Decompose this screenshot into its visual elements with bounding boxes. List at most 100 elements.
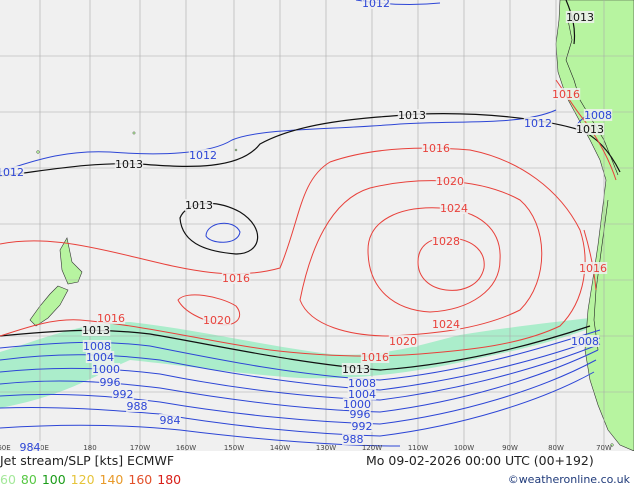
isobar-value: 996	[100, 376, 121, 389]
isobar-value: 984	[160, 414, 181, 427]
isobar-value: 988	[343, 433, 364, 446]
forecast-datetime: Mo 09-02-2026 00:00 UTC (00+192)	[366, 453, 594, 468]
isobar-label: 996	[349, 408, 371, 421]
isobar-label: 988	[342, 433, 364, 446]
isobar-label: 1008	[347, 377, 377, 390]
isobar-label: 1000	[342, 398, 372, 411]
isobar-label: 1012	[523, 117, 553, 130]
isobar-value: 1000	[92, 363, 120, 376]
isobar-value: 1016	[552, 88, 580, 101]
isobar-value: 1012	[524, 117, 552, 130]
isobar-value: 992	[113, 388, 134, 401]
island-cook	[234, 148, 238, 152]
isobar-value: 1020	[436, 175, 464, 188]
isobar-label: 1020	[435, 175, 465, 188]
isobar-value: 1004	[348, 388, 376, 401]
legend-item: 120	[70, 472, 95, 487]
isobar-value: 1013	[398, 109, 426, 122]
jet-stream-band	[0, 318, 596, 408]
isobar-label: 992	[112, 388, 134, 401]
isobar-label: 1016	[96, 312, 126, 325]
isobar-label: 984	[19, 441, 41, 451]
isobar-value: 1016	[579, 262, 607, 275]
credit-link[interactable]: ©weatheronline.co.uk	[507, 473, 630, 486]
isobar-label: 1016	[578, 262, 608, 275]
isobar-value: 1020	[203, 314, 231, 327]
isobar-label: 996	[99, 376, 121, 389]
isobar-label: 1000	[91, 363, 121, 376]
isobar-value: 1008	[348, 377, 376, 390]
isobar-value: 1008	[83, 340, 111, 353]
isobar-value: 984	[20, 441, 41, 451]
longitude-label: 110W	[408, 444, 428, 451]
legend-item: 180	[157, 472, 182, 487]
legend-item: 160	[128, 472, 153, 487]
isobar-label: 1013	[184, 199, 214, 212]
isobar-label: 1004	[347, 388, 377, 401]
isobar-label: 984	[159, 414, 181, 427]
isobar-label: 1012	[361, 0, 391, 10]
legend-item: 140	[99, 472, 124, 487]
isobar-label: 1024	[439, 202, 469, 215]
isobar-label: 1028	[431, 235, 461, 248]
land-south-america	[555, 0, 634, 451]
isobar-label: 1012	[0, 166, 25, 179]
isobar-label: 1004	[85, 351, 115, 364]
coastline-detail-south	[593, 199, 609, 351]
isobar-label: 1013	[575, 123, 605, 136]
isobar-label: 1013	[114, 158, 144, 171]
island-falklands	[610, 443, 614, 447]
isobar-value: 1013	[566, 11, 594, 24]
isobar-label: 1008	[583, 109, 613, 122]
longitude-label: 100W	[454, 444, 474, 451]
isobar-label: 1013	[81, 324, 111, 337]
jet-speed-legend: 60 80 100 120 140 160 180	[0, 472, 186, 487]
island-fiji	[36, 150, 40, 154]
isobar-value: 1012	[0, 166, 24, 179]
isobar-value: 1024	[440, 202, 468, 215]
island-samoa	[132, 131, 136, 135]
legend-item: 60	[0, 472, 16, 487]
longitude-label: 140W	[270, 444, 290, 451]
isobar-label: 1016	[551, 88, 581, 101]
map-footer: Jet stream/SLP [kts] ECMWF Mo 09-02-2026…	[0, 451, 634, 490]
isobar-value: 1013	[115, 158, 143, 171]
isobar-value: 1008	[584, 109, 612, 122]
isobar-value: 1028	[432, 235, 460, 248]
isobar-value: 1012	[189, 149, 217, 162]
longitude-label: 120W	[362, 444, 382, 451]
isobar-value: 1008	[571, 335, 599, 348]
longitude-label: 160W	[176, 444, 196, 451]
longitude-label: 150W	[224, 444, 244, 451]
isobar-value: 1004	[86, 351, 114, 364]
isobar-label: 1013	[565, 11, 595, 24]
land-new-zealand-north	[59, 237, 83, 285]
longitude-label: 60E	[0, 444, 11, 451]
isobar-value: 1013	[342, 363, 370, 376]
isobar-value: 1020	[389, 335, 417, 348]
graticule	[0, 0, 634, 451]
isobar-value: 1000	[343, 398, 371, 411]
isobar-label: 1024	[431, 318, 461, 331]
longitude-label: 130W	[316, 444, 336, 451]
isobar-label: 992	[351, 420, 373, 433]
isobar-label: 1016	[421, 142, 451, 155]
ocean-background	[0, 0, 634, 451]
isobar-label: 1013	[341, 363, 371, 376]
pressure-map: 60E170E180170W160W150W140W130W120W110W10…	[0, 0, 634, 451]
isobar-label: 1020	[202, 314, 232, 327]
isobar-value: 1013	[185, 199, 213, 212]
isobar-value: 996	[350, 408, 371, 421]
isobar-label: 1016	[221, 272, 251, 285]
legend-item: 100	[41, 472, 66, 487]
isobar-value: 1016	[361, 351, 389, 364]
isobar-value: 1024	[432, 318, 460, 331]
isobar-label: 1016	[360, 351, 390, 364]
isobar-label: 1012	[188, 149, 218, 162]
isobar-labels: 1013101210131012101610081013101210131012…	[0, 0, 613, 451]
longitude-label: 70W	[596, 444, 612, 451]
isobar-value: 1012	[362, 0, 390, 10]
isobar-value: 1013	[576, 123, 604, 136]
legend-item: 80	[20, 472, 37, 487]
